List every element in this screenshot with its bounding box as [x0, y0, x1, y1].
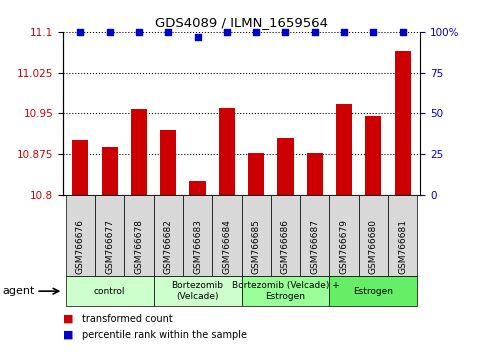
Point [252, 29, 260, 35]
Point [282, 29, 289, 35]
Text: ■: ■ [63, 314, 73, 324]
Point [369, 29, 377, 35]
Point [311, 29, 319, 35]
Bar [131, 109, 147, 195]
Bar [336, 104, 352, 195]
Bar [160, 130, 176, 195]
Point [76, 29, 84, 35]
Text: GSM766679: GSM766679 [340, 219, 349, 274]
Text: Bortezomib
(Velcade): Bortezomib (Velcade) [171, 281, 224, 301]
Text: GSM766685: GSM766685 [252, 219, 261, 274]
Point [164, 29, 172, 35]
Bar [72, 141, 88, 195]
Text: GSM766677: GSM766677 [105, 219, 114, 274]
Point [194, 34, 201, 40]
Text: ■: ■ [63, 330, 73, 339]
Text: agent: agent [2, 286, 35, 296]
Text: GSM766684: GSM766684 [222, 219, 231, 274]
Point [106, 29, 114, 35]
Bar [307, 153, 323, 195]
Bar [248, 153, 264, 195]
Point [399, 29, 407, 35]
Text: Bortezomib (Velcade) +
Estrogen: Bortezomib (Velcade) + Estrogen [231, 281, 340, 301]
Bar [219, 108, 235, 195]
Bar [365, 116, 382, 195]
Bar [277, 138, 294, 195]
Text: GDS4089 / ILMN_1659564: GDS4089 / ILMN_1659564 [155, 16, 328, 29]
Text: Estrogen: Estrogen [354, 287, 393, 296]
Text: percentile rank within the sample: percentile rank within the sample [82, 330, 247, 339]
Text: GSM766680: GSM766680 [369, 219, 378, 274]
Text: GSM766682: GSM766682 [164, 219, 173, 274]
Text: GSM766686: GSM766686 [281, 219, 290, 274]
Point [135, 29, 143, 35]
Text: control: control [94, 287, 126, 296]
Text: GSM766676: GSM766676 [76, 219, 85, 274]
Text: transformed count: transformed count [82, 314, 173, 324]
Text: GSM766681: GSM766681 [398, 219, 407, 274]
Text: GSM766683: GSM766683 [193, 219, 202, 274]
Text: GSM766687: GSM766687 [310, 219, 319, 274]
Point [340, 29, 348, 35]
Point [223, 29, 231, 35]
Bar [189, 181, 206, 195]
Bar [101, 148, 118, 195]
Bar [395, 51, 411, 195]
Text: GSM766678: GSM766678 [134, 219, 143, 274]
